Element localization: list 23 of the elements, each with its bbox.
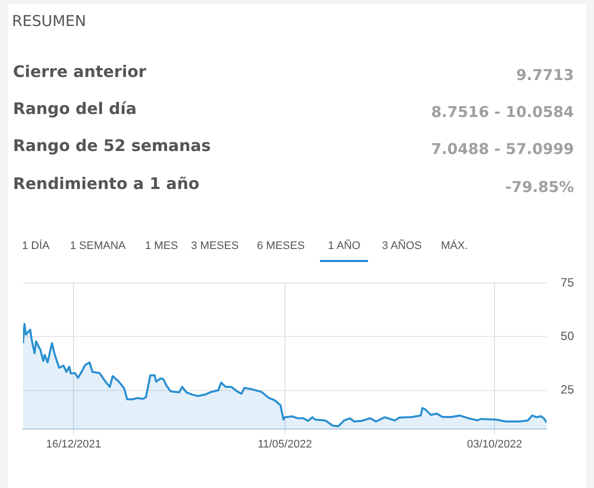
text: 1 AÑO [328,240,360,252]
text: 9.7713 [516,66,574,84]
text: 1 SEMANA [70,240,126,252]
x-tick-label: 03/10/2022 [467,438,522,450]
y-tick-label: 25 [560,382,574,397]
text: 7.0488 - 57.0999 [431,140,574,158]
text: 3 AÑOS [382,240,422,252]
chart-title: RESUMEN [12,12,86,30]
text: Rendimiento a 1 año [13,174,200,193]
text: Rango del día [13,99,137,118]
y-tick-label: 50 [560,329,574,344]
text: 1 DÍA [22,240,50,252]
text: -79.85% [505,178,574,196]
text: 8.7516 - 10.0584 [431,103,574,121]
text: 6 MESES [257,240,305,252]
text: Cierre anterior [13,62,146,81]
text: 1 MES [145,240,178,252]
y-tick-label: 75 [560,276,574,290]
x-tick-label: 16/12/2021 [46,438,102,450]
text: MÁX. [441,240,468,252]
text: 3 MESES [191,240,239,252]
x-tick-label: 11/05/2022 [258,438,312,450]
text: Rango de 52 semanas [13,136,211,155]
